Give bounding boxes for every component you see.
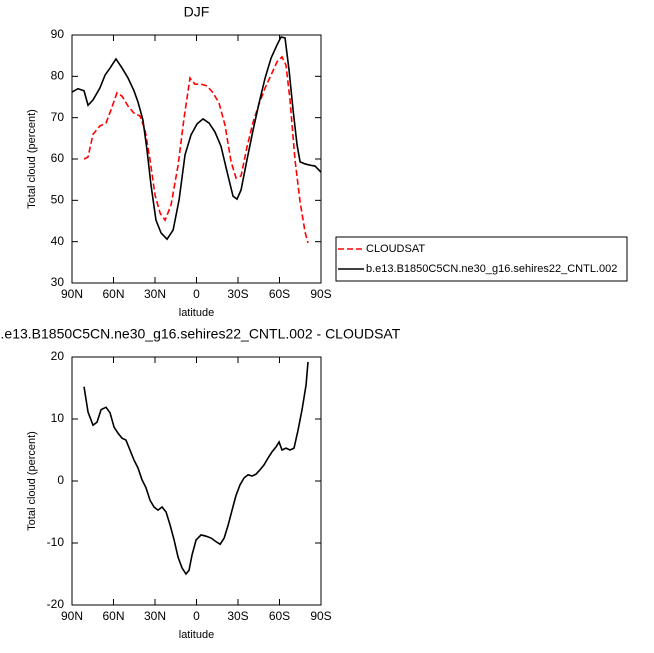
y-tick-label: 10 <box>51 411 65 425</box>
y-tick-label: 70 <box>51 110 65 124</box>
y-tick-label: 50 <box>51 193 65 207</box>
y-tick-label: -20 <box>47 597 65 611</box>
plot-frame <box>71 34 322 284</box>
y-axis-label: Total cloud (percent) <box>26 431 38 531</box>
x-tick-label: 0 <box>193 287 200 301</box>
y-tick-label: 20 <box>51 349 65 363</box>
y-tick-label: 40 <box>51 234 65 248</box>
x-tick-label: 90N <box>61 609 83 623</box>
y-tick-label: 0 <box>57 473 64 487</box>
x-tick-label: 60S <box>269 287 290 301</box>
data-line <box>83 55 309 244</box>
x-tick-label: 0 <box>193 609 200 623</box>
y-axis-label: Total cloud (percent) <box>26 109 38 209</box>
x-tick-label: 60S <box>269 609 290 623</box>
y-tick-label: 90 <box>51 27 65 41</box>
x-tick-label: 90N <box>61 287 83 301</box>
data-line <box>83 361 309 576</box>
y-tick-label: -10 <box>47 535 65 549</box>
x-tick-label: 30S <box>227 609 248 623</box>
x-tick-label: 90S <box>310 609 331 623</box>
chart-title: b.e13.B1850C5CN.ne30_g16.sehires22_CNTL.… <box>0 326 401 342</box>
x-tick-label: 30S <box>227 287 248 301</box>
x-tick-label: 60N <box>102 609 124 623</box>
legend-box <box>335 236 628 282</box>
x-tick-label: 60N <box>102 287 124 301</box>
y-tick-label: 30 <box>51 275 65 289</box>
x-tick-label: 30N <box>144 287 166 301</box>
y-tick-label: 60 <box>51 151 65 165</box>
x-tick-label: 90S <box>310 287 331 301</box>
chart-title: DJF <box>184 4 210 20</box>
y-tick-label: 80 <box>51 69 65 83</box>
x-axis-label: latitude <box>179 629 214 641</box>
legend-label: b.e13.B1850C5CN.ne30_g16.sehires22_CNTL.… <box>366 263 617 275</box>
legend-label: CLOUDSAT <box>366 243 425 255</box>
x-tick-label: 30N <box>144 609 166 623</box>
plot-frame <box>71 356 322 606</box>
data-line <box>71 36 322 241</box>
x-axis-label: latitude <box>179 307 214 319</box>
